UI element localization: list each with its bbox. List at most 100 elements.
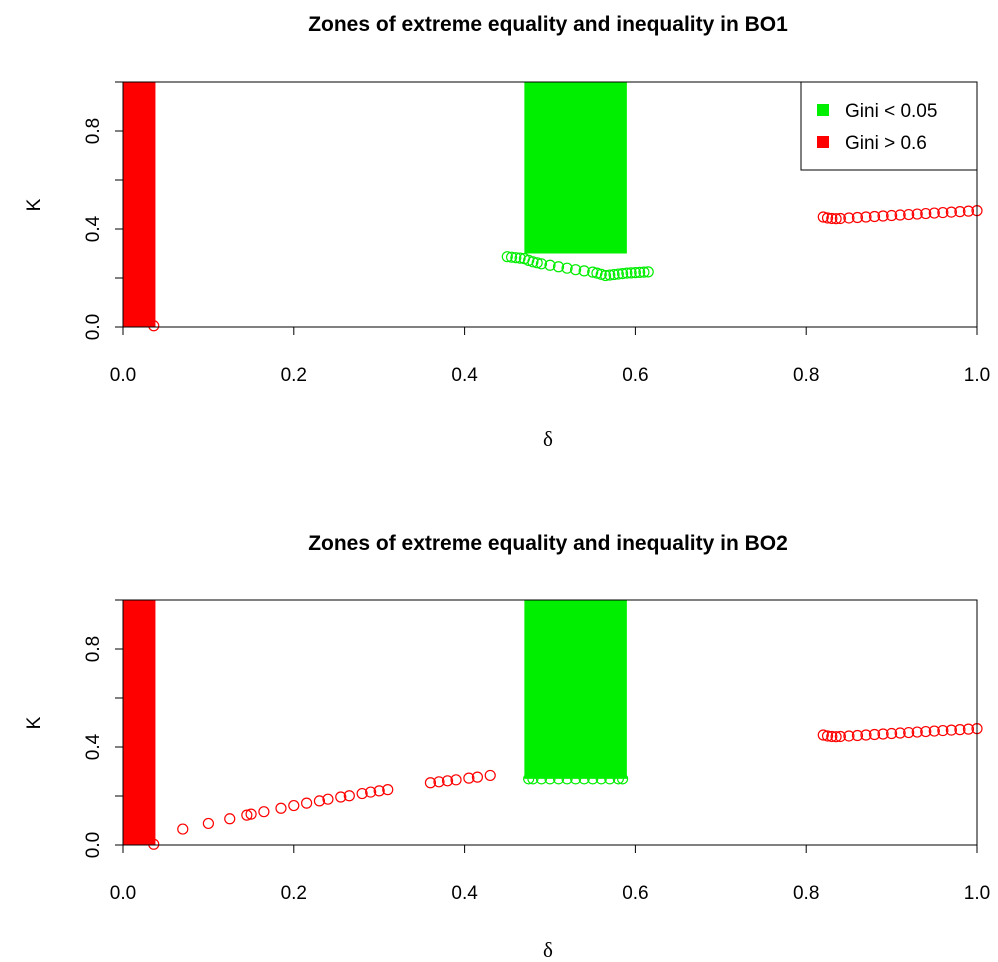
data-point xyxy=(937,206,949,219)
data-point xyxy=(877,210,889,222)
data-point xyxy=(954,724,966,736)
y-tick-label: 0.8 xyxy=(83,118,104,144)
data-point xyxy=(356,787,368,800)
data-point xyxy=(552,261,565,273)
data-point xyxy=(441,775,454,787)
data-point xyxy=(433,776,445,788)
chart-panel-bo1: Zones of extreme equality and inequality… xyxy=(24,13,990,451)
data-point xyxy=(313,795,326,807)
data-point xyxy=(885,209,898,222)
region-high-gini xyxy=(123,82,156,327)
data-point xyxy=(275,802,287,814)
x-tick-label: 0.4 xyxy=(451,365,478,386)
data-point xyxy=(851,729,864,742)
data-point xyxy=(616,267,629,280)
data-point xyxy=(531,257,543,269)
data-point xyxy=(471,771,484,783)
data-point xyxy=(148,838,160,850)
data-point xyxy=(599,269,612,282)
data-point xyxy=(578,773,590,785)
data-point xyxy=(335,791,347,803)
plot-frame xyxy=(122,81,978,328)
data-point xyxy=(608,268,620,281)
data-point xyxy=(937,724,949,737)
data-point xyxy=(604,773,616,785)
y-tick-label: 0.0 xyxy=(83,832,104,858)
data-point xyxy=(928,207,940,219)
data-point xyxy=(830,213,842,225)
data-point xyxy=(843,212,855,224)
data-point xyxy=(604,269,616,281)
data-point xyxy=(860,211,872,223)
data-point xyxy=(484,769,496,782)
x-tick-label: 1.0 xyxy=(964,365,990,386)
y-axis-label: K xyxy=(24,716,45,729)
legend-swatch xyxy=(817,104,829,116)
data-point xyxy=(817,729,829,741)
y-tick-label: 0.0 xyxy=(83,314,104,340)
x-tick-label: 0.8 xyxy=(793,365,819,386)
data-point xyxy=(634,266,646,278)
data-point xyxy=(868,210,881,223)
data-point xyxy=(616,773,629,785)
data-point xyxy=(621,267,633,279)
data-point xyxy=(177,823,189,835)
data-point xyxy=(578,265,590,277)
data-point xyxy=(843,730,855,742)
data-point xyxy=(954,206,966,218)
data-point xyxy=(322,793,334,805)
data-point xyxy=(868,728,881,741)
legend-label: Gini < 0.05 xyxy=(845,101,937,122)
data-point xyxy=(945,724,957,736)
data-point xyxy=(642,266,654,278)
data-point xyxy=(148,320,160,332)
data-point xyxy=(258,806,270,818)
x-tick-label: 1.0 xyxy=(964,883,990,904)
data-point xyxy=(527,773,539,785)
data-point xyxy=(544,773,556,785)
plot-frame xyxy=(122,599,978,846)
data-point xyxy=(928,725,940,737)
data-point xyxy=(851,211,864,224)
data-point xyxy=(834,212,846,225)
data-point xyxy=(962,723,975,735)
x-tick-label: 0.2 xyxy=(281,365,307,386)
data-point xyxy=(920,207,932,220)
x-tick-label: 0.6 xyxy=(622,883,648,904)
data-point xyxy=(241,809,253,821)
data-point xyxy=(903,208,915,221)
region-low-gini xyxy=(524,82,627,254)
data-point xyxy=(821,730,834,742)
data-point xyxy=(911,208,923,220)
data-point xyxy=(587,266,599,278)
data-point xyxy=(629,267,642,279)
data-point xyxy=(911,726,923,738)
data-point xyxy=(514,252,526,264)
x-tick-label: 0.8 xyxy=(793,883,819,904)
data-point xyxy=(450,774,462,786)
x-tick-label: 0.6 xyxy=(622,365,648,386)
data-point xyxy=(903,726,915,739)
y-axis-label: K xyxy=(24,198,45,211)
data-point xyxy=(245,808,257,820)
x-tick-label: 0.0 xyxy=(110,883,136,904)
data-point xyxy=(505,251,518,263)
data-point xyxy=(527,256,539,268)
data-point xyxy=(591,267,603,279)
chart-panel-bo2: Zones of extreme equality and inequality… xyxy=(24,532,990,962)
data-point xyxy=(595,268,607,280)
x-axis-label: δ xyxy=(543,427,553,451)
data-point xyxy=(544,259,556,271)
data-point xyxy=(570,773,582,785)
data-point xyxy=(817,211,829,223)
data-point xyxy=(920,725,932,738)
chart-title: Zones of extreme equality and inequality… xyxy=(308,532,788,555)
data-point xyxy=(288,799,300,812)
data-point xyxy=(343,790,355,802)
data-point xyxy=(877,728,889,740)
data-point xyxy=(561,262,573,274)
data-point xyxy=(612,773,624,785)
data-point xyxy=(373,785,385,797)
data-point xyxy=(595,773,607,785)
